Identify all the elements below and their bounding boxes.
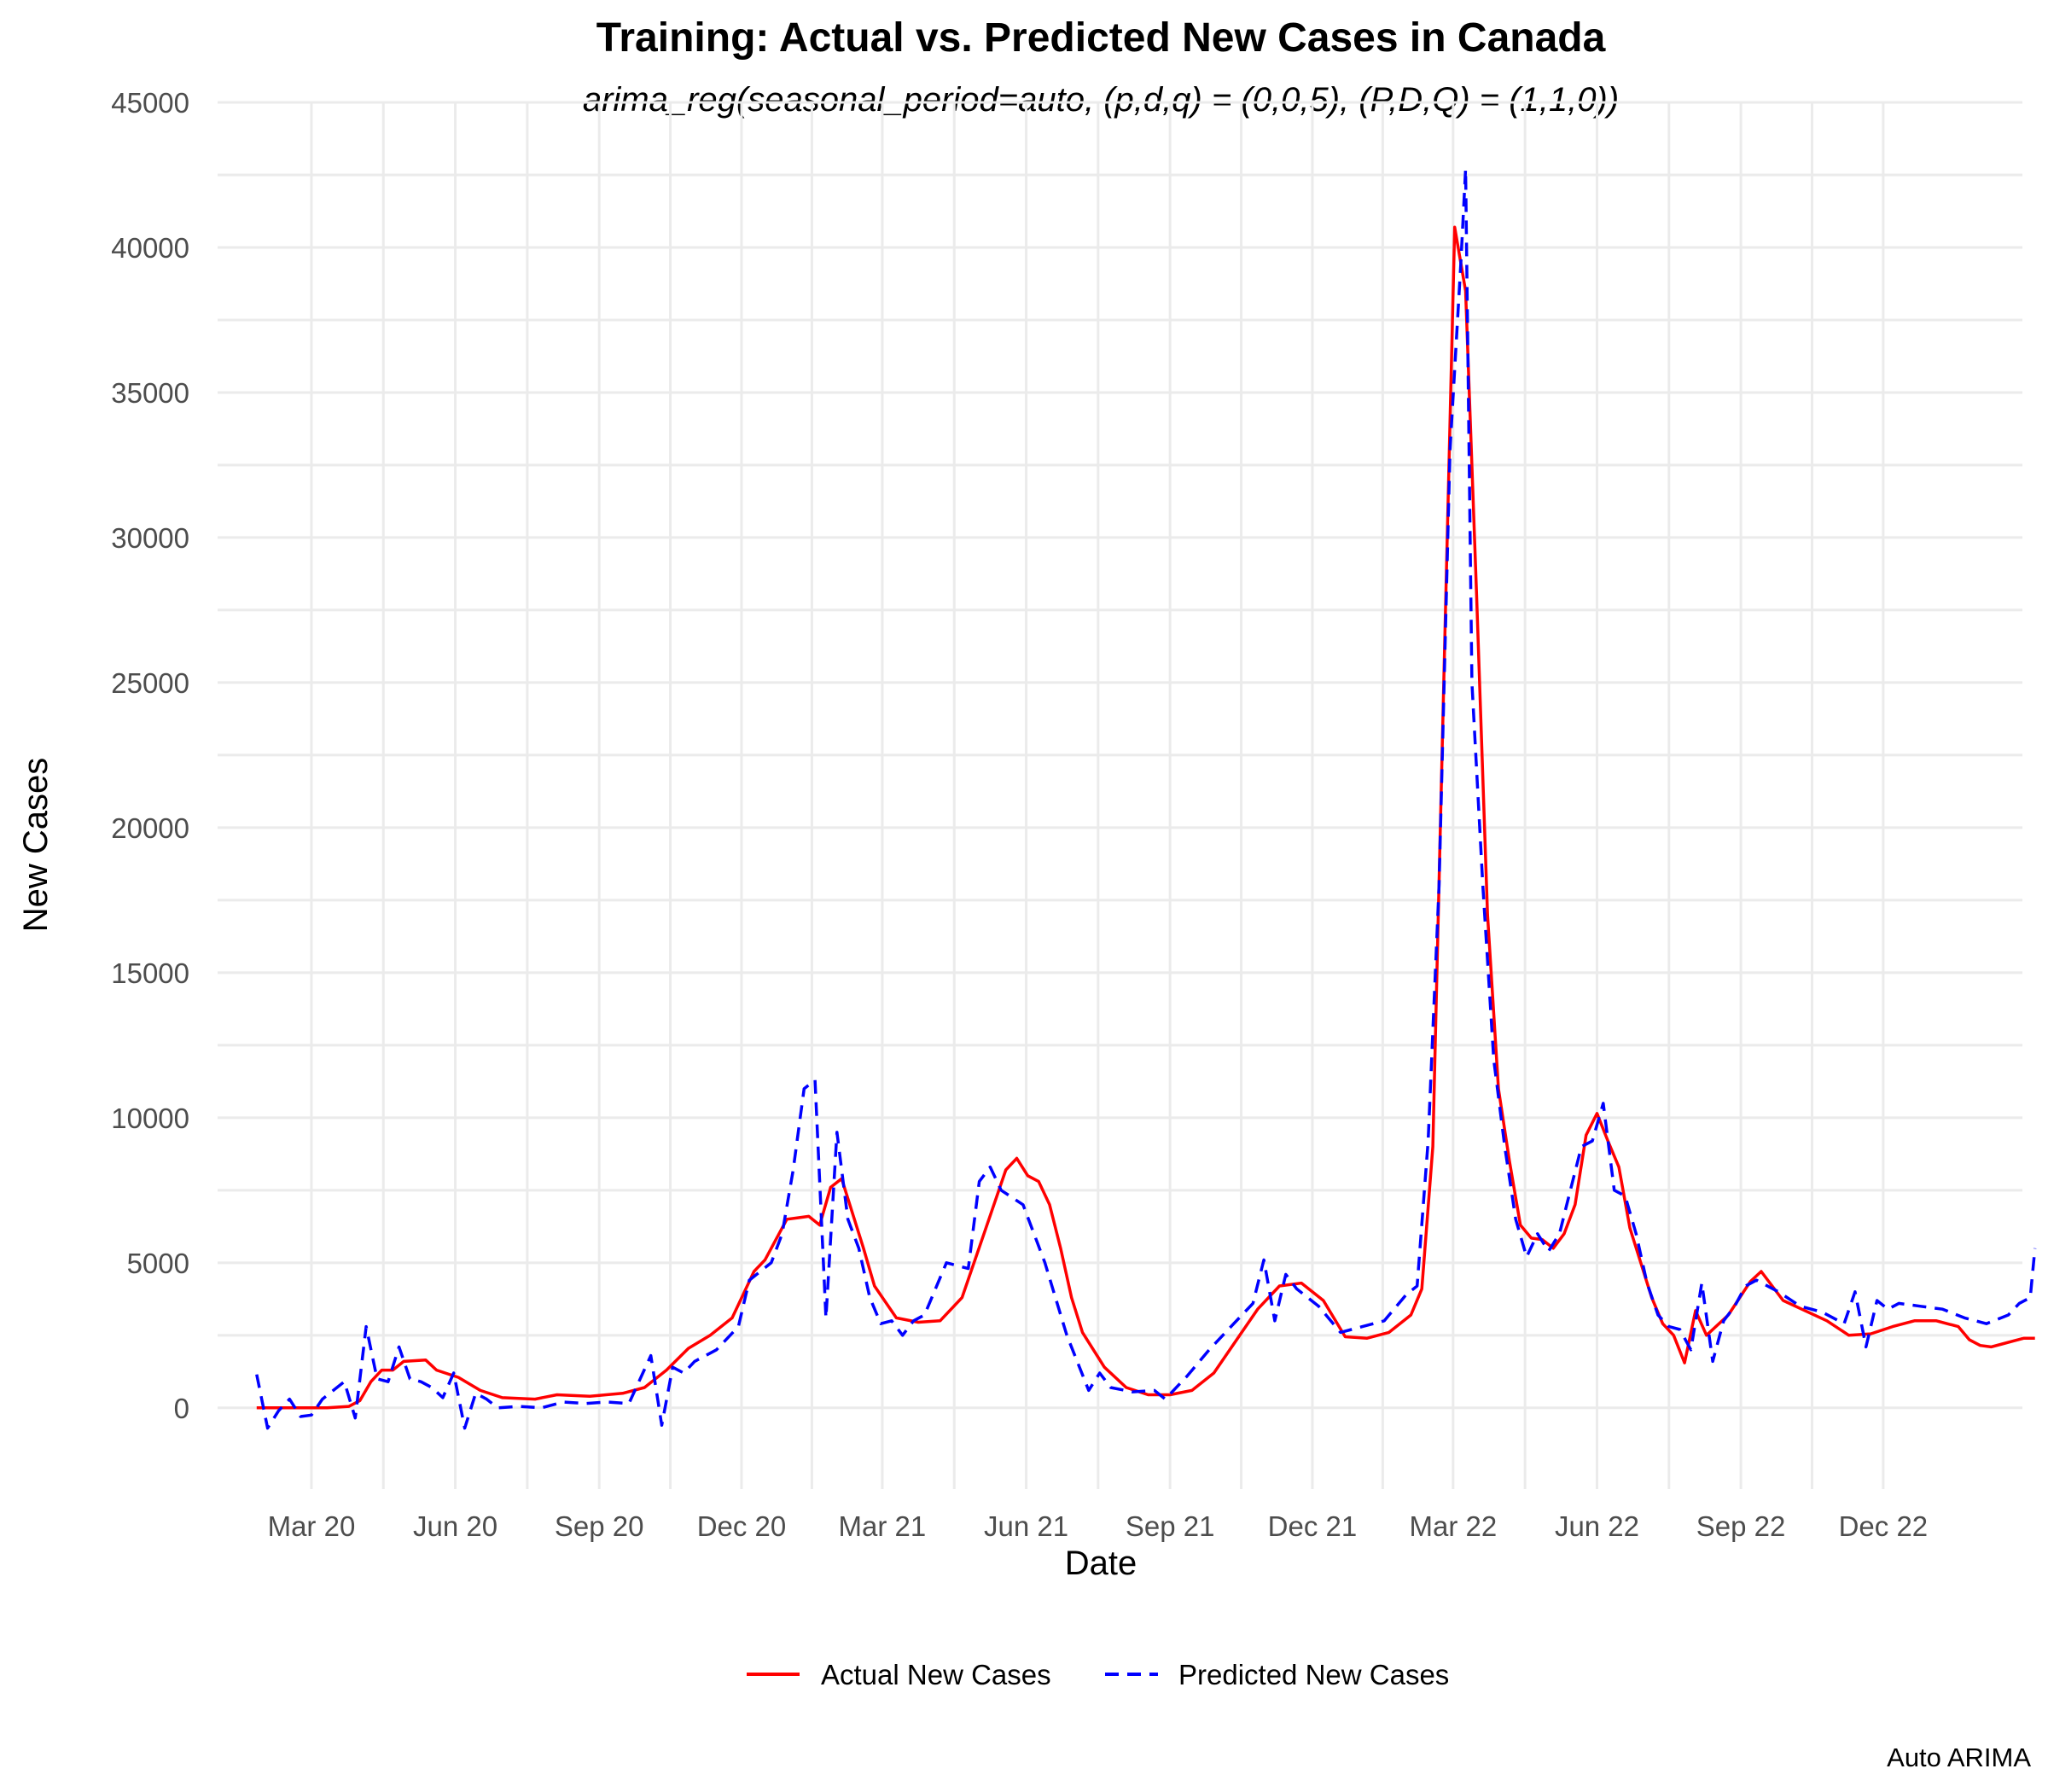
y-tick-label: 40000	[111, 232, 189, 264]
legend-label-predicted: Predicted New Cases	[1178, 1659, 1449, 1690]
y-tick-label: 20000	[111, 812, 189, 844]
x-tick-label: Mar 21	[839, 1510, 927, 1542]
x-tick-label: Sep 21	[1126, 1510, 1215, 1542]
x-axis-title: Date	[1065, 1545, 1137, 1582]
y-tick-label: 25000	[111, 667, 189, 699]
chart-subtitle: arima_reg(seasonal_period=auto, (p,d,q) …	[583, 81, 1619, 119]
x-tick-label: Jun 20	[413, 1510, 497, 1542]
y-tick-label: 0	[174, 1393, 189, 1424]
actual-series-line	[256, 225, 2035, 1410]
x-tick-label: Dec 21	[1268, 1510, 1358, 1542]
y-tick-label: 30000	[111, 522, 189, 554]
y-tick-label: 5000	[127, 1248, 189, 1279]
x-tick-label: Dec 20	[697, 1510, 787, 1542]
x-gridlines	[310, 102, 1885, 1489]
x-tick-label: Mar 22	[1410, 1510, 1498, 1542]
x-tick-label: Jun 21	[984, 1510, 1068, 1542]
y-gridlines	[218, 101, 2022, 1410]
legend-label-actual: Actual New Cases	[821, 1659, 1051, 1690]
y-axis-title: New Cases	[17, 758, 55, 933]
x-tick-label: Sep 20	[555, 1510, 644, 1542]
y-tick-label: 35000	[111, 377, 189, 409]
series-layer	[255, 167, 2037, 1430]
x-tick-label: Jun 22	[1555, 1510, 1639, 1542]
chart-caption: Auto ARIMA	[1887, 1743, 2031, 1772]
y-tick-label: 15000	[111, 957, 189, 989]
y-tick-label: 45000	[111, 87, 189, 119]
x-tick-label: Sep 22	[1696, 1510, 1786, 1542]
predicted-series-line	[255, 167, 2037, 1430]
x-axis-ticks: Mar 20 Jun 20 Sep 20 Dec 20 Mar 21 Jun 21 Sep …	[268, 1510, 1929, 1542]
x-tick-label: Dec 22	[1839, 1510, 1929, 1542]
chart-title: Training: Actual vs. Predicted New Cases…	[596, 15, 1606, 61]
y-axis-ticks: 0 5000 10000 15000 20000 25000 30000 35000 40000…	[111, 87, 189, 1424]
y-tick-label: 10000	[111, 1103, 189, 1134]
legend: Actual New Cases Predicted New Cases	[747, 1659, 1449, 1690]
x-tick-label: Mar 20	[268, 1510, 356, 1542]
